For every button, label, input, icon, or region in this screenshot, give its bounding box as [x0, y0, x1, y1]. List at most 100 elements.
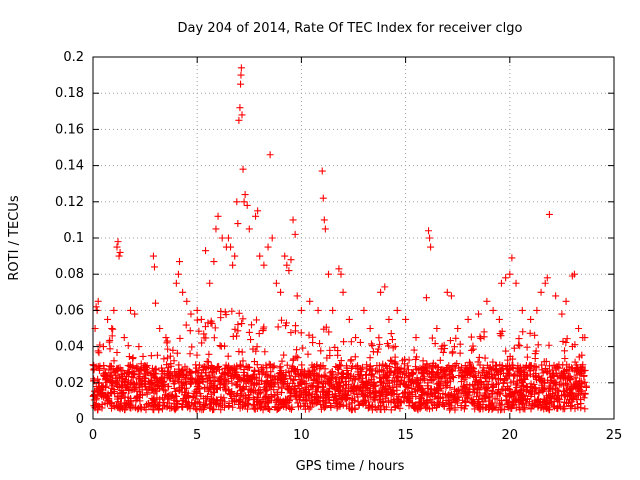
band-point	[164, 383, 172, 391]
band-point	[385, 377, 393, 385]
band-point	[406, 390, 414, 398]
band-point	[259, 395, 267, 403]
data-point	[464, 315, 472, 323]
band-point	[531, 331, 539, 339]
data-point	[210, 258, 218, 266]
band-point	[267, 379, 275, 387]
band-point	[96, 341, 104, 349]
data-point	[281, 252, 289, 260]
band-point	[278, 357, 286, 365]
data-point	[212, 225, 220, 233]
band-point	[453, 360, 461, 368]
data-point	[214, 212, 222, 220]
band-point	[531, 350, 539, 358]
band-point	[286, 393, 294, 401]
band-point	[385, 397, 393, 405]
band-point	[94, 375, 102, 383]
band-point	[447, 366, 455, 374]
band-point	[451, 385, 459, 393]
band-point	[245, 385, 253, 393]
band-point	[485, 368, 493, 376]
band-point	[156, 399, 164, 407]
band-point	[186, 327, 194, 335]
band-point	[534, 341, 542, 349]
x-tick-label: 10	[293, 428, 310, 443]
band-point	[522, 362, 530, 370]
band-point	[336, 378, 344, 386]
band-point	[543, 404, 551, 412]
band-point	[170, 396, 178, 404]
band-point	[428, 376, 436, 384]
data-point	[245, 225, 253, 233]
band-point	[232, 365, 240, 373]
band-point	[421, 364, 429, 372]
band-point	[193, 316, 201, 324]
band-point	[311, 396, 319, 404]
band-point	[290, 377, 298, 385]
band-point	[106, 336, 114, 344]
band-point	[213, 363, 221, 371]
data-point	[447, 292, 455, 300]
band-point	[210, 389, 218, 397]
band-point	[368, 406, 376, 414]
band-point	[313, 361, 321, 369]
band-point	[100, 365, 108, 373]
band-point	[519, 392, 527, 400]
band-point	[203, 397, 211, 405]
band-point	[419, 387, 427, 395]
band-point	[347, 338, 355, 346]
band-point	[193, 351, 201, 359]
band-point	[150, 389, 158, 397]
band-point	[137, 405, 145, 413]
band-point	[124, 342, 132, 350]
band-point	[264, 405, 272, 413]
band-point	[252, 347, 260, 355]
band-point	[438, 366, 446, 374]
y-tick-label: 0.08	[55, 267, 84, 282]
band-point	[207, 390, 215, 398]
band-point	[317, 347, 325, 355]
band-point	[463, 393, 471, 401]
data-point	[252, 212, 260, 220]
band-point	[376, 340, 384, 348]
band-point	[571, 405, 579, 413]
band-point	[188, 375, 196, 383]
band-point	[318, 378, 326, 386]
band-point	[118, 390, 126, 398]
band-point	[315, 397, 323, 405]
band-point	[391, 403, 399, 411]
band-point	[573, 361, 581, 369]
band-point	[427, 389, 435, 397]
band-point	[489, 373, 497, 381]
band-point	[263, 386, 271, 394]
band-point	[250, 404, 258, 412]
band-point	[560, 391, 568, 399]
band-point	[212, 399, 220, 407]
band-point	[326, 369, 334, 377]
band-point	[304, 350, 312, 358]
y-axis-label: ROTI / TECUs	[7, 195, 22, 280]
band-point	[95, 364, 103, 372]
band-point	[370, 378, 378, 386]
band-point	[502, 391, 510, 399]
band-point	[264, 371, 272, 379]
band-point	[325, 391, 333, 399]
band-point	[171, 406, 179, 414]
data-point	[289, 216, 297, 224]
band-point	[309, 333, 317, 341]
data-point	[545, 210, 553, 218]
band-point	[316, 365, 324, 373]
band-point	[467, 363, 475, 371]
band-point	[217, 373, 225, 381]
band-point	[504, 372, 512, 380]
band-point	[397, 364, 405, 372]
data-point	[285, 267, 293, 275]
band-point	[109, 325, 117, 333]
data-point	[193, 306, 201, 314]
band-point	[90, 366, 98, 374]
band-point	[477, 383, 485, 391]
band-point	[171, 368, 179, 376]
band-point	[433, 363, 441, 371]
band-point	[305, 405, 313, 413]
band-point	[393, 395, 401, 403]
